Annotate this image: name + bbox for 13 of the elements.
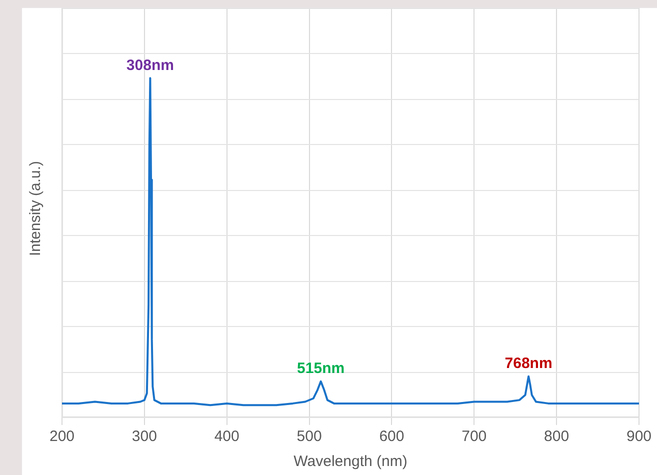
annotation: 515nm [297,360,345,378]
x-tick-label: 400 [214,428,240,446]
y-axis-title: Intensity (a.u.) [28,160,45,256]
x-tick-label: 200 [49,428,75,446]
annotation: 768nm [504,354,552,372]
annotation: 308nm [126,56,174,74]
x-tick-label: 500 [296,428,322,446]
x-tick-label: 900 [626,428,652,446]
x-tick-label: 700 [462,428,487,446]
x-axis-title: Wavelength (nm) [294,453,408,470]
x-tick-label: 800 [544,428,570,446]
x-tick-label: 300 [132,428,157,446]
x-tick-label: 600 [379,428,404,446]
